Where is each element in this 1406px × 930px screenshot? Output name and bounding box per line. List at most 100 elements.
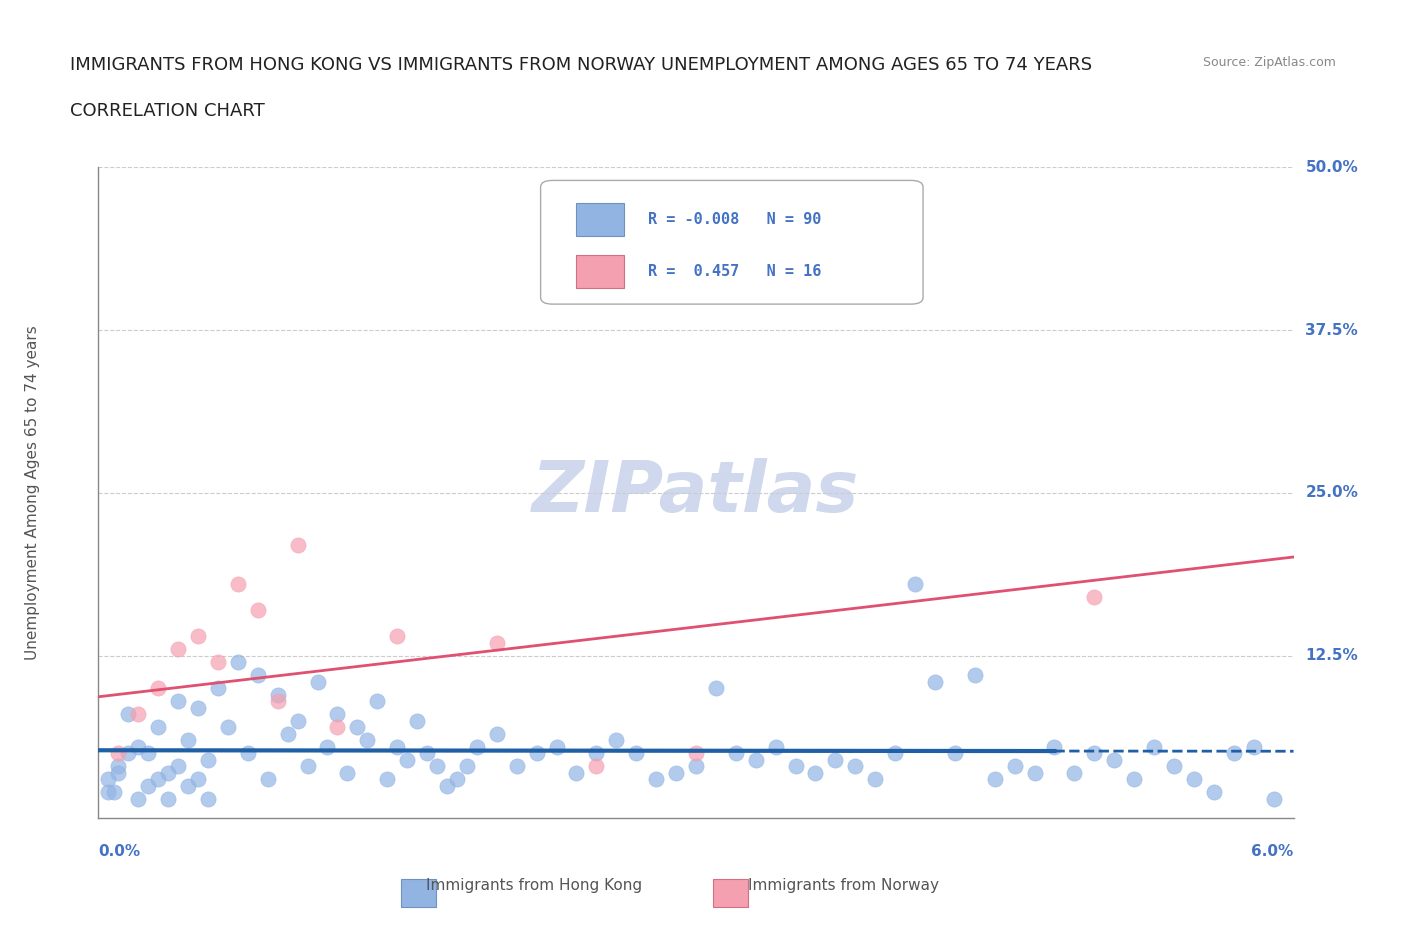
Immigrants from Hong Kong (1202, 785, 1225, 800)
Immigrants from Hong Kong (267, 687, 290, 702)
Immigrants from Hong Kong (167, 694, 190, 709)
Text: 6.0%: 6.0% (1251, 844, 1294, 859)
Immigrants from Hong Kong (366, 694, 388, 709)
Immigrants from Hong Kong (236, 746, 259, 761)
Immigrants from Hong Kong (157, 791, 180, 806)
Immigrants from Hong Kong (406, 713, 429, 728)
Immigrants from Hong Kong (316, 739, 339, 754)
Text: IMMIGRANTS FROM HONG KONG VS IMMIGRANTS FROM NORWAY UNEMPLOYMENT AMONG AGES 65 T: IMMIGRANTS FROM HONG KONG VS IMMIGRANTS … (70, 56, 1092, 73)
Immigrants from Hong Kong (197, 791, 219, 806)
Immigrants from Hong Kong (107, 759, 129, 774)
Text: 25.0%: 25.0% (1305, 485, 1358, 500)
Immigrants from Hong Kong (277, 726, 299, 741)
Immigrants from Hong Kong (436, 778, 458, 793)
Immigrants from Norway (127, 707, 149, 722)
Immigrants from Norway (385, 629, 409, 644)
Immigrants from Hong Kong (844, 759, 866, 774)
Immigrants from Norway (485, 635, 508, 650)
Immigrants from Hong Kong (346, 720, 368, 735)
Bar (713, 879, 748, 907)
Immigrants from Hong Kong (157, 765, 180, 780)
Bar (576, 255, 624, 288)
Immigrants from Norway (167, 642, 190, 657)
Immigrants from Hong Kong (565, 765, 588, 780)
Immigrants from Hong Kong (724, 746, 747, 761)
Immigrants from Hong Kong (785, 759, 807, 774)
Immigrants from Hong Kong (485, 726, 508, 741)
Immigrants from Hong Kong (904, 577, 927, 591)
Immigrants from Hong Kong (117, 707, 139, 722)
Immigrants from Hong Kong (605, 733, 627, 748)
Text: 12.5%: 12.5% (1305, 648, 1358, 663)
Text: ZIPatlas: ZIPatlas (533, 458, 859, 527)
Immigrants from Norway (326, 720, 349, 735)
Immigrants from Hong Kong (506, 759, 529, 774)
FancyBboxPatch shape (540, 180, 922, 304)
Immigrants from Hong Kong (97, 772, 120, 787)
Immigrants from Hong Kong (148, 772, 170, 787)
Immigrants from Norway (148, 681, 170, 696)
Text: Immigrants from Hong Kong: Immigrants from Hong Kong (426, 878, 643, 893)
Immigrants from Hong Kong (585, 746, 607, 761)
Immigrants from Hong Kong (167, 759, 190, 774)
Immigrants from Hong Kong (287, 713, 309, 728)
Immigrants from Hong Kong (465, 739, 488, 754)
Immigrants from Hong Kong (207, 681, 229, 696)
Immigrants from Hong Kong (983, 772, 1005, 787)
Bar (401, 879, 436, 907)
Immigrants from Hong Kong (546, 739, 568, 754)
Immigrants from Hong Kong (107, 765, 129, 780)
Immigrants from Hong Kong (1063, 765, 1085, 780)
Immigrants from Hong Kong (396, 752, 419, 767)
Immigrants from Norway (287, 538, 309, 552)
Immigrants from Hong Kong (1263, 791, 1285, 806)
Immigrants from Hong Kong (884, 746, 907, 761)
Immigrants from Hong Kong (526, 746, 548, 761)
Immigrants from Hong Kong (765, 739, 787, 754)
Immigrants from Norway (685, 746, 707, 761)
Immigrants from Hong Kong (416, 746, 439, 761)
Immigrants from Hong Kong (426, 759, 449, 774)
Immigrants from Hong Kong (385, 739, 409, 754)
Immigrants from Hong Kong (1024, 765, 1046, 780)
Immigrants from Hong Kong (136, 778, 159, 793)
Immigrants from Norway (226, 577, 249, 591)
Immigrants from Hong Kong (256, 772, 278, 787)
Immigrants from Norway (585, 759, 607, 774)
Text: Unemployment Among Ages 65 to 74 years: Unemployment Among Ages 65 to 74 years (25, 326, 41, 660)
Immigrants from Hong Kong (136, 746, 159, 761)
Immigrants from Hong Kong (297, 759, 319, 774)
Immigrants from Hong Kong (177, 778, 200, 793)
Immigrants from Hong Kong (246, 668, 269, 683)
Immigrants from Hong Kong (187, 700, 209, 715)
Immigrants from Hong Kong (1243, 739, 1265, 754)
Text: 37.5%: 37.5% (1305, 323, 1358, 338)
Immigrants from Hong Kong (943, 746, 966, 761)
Immigrants from Hong Kong (804, 765, 827, 780)
Immigrants from Hong Kong (624, 746, 647, 761)
Immigrants from Hong Kong (177, 733, 200, 748)
Immigrants from Hong Kong (704, 681, 727, 696)
Immigrants from Hong Kong (1182, 772, 1205, 787)
Immigrants from Hong Kong (307, 674, 329, 689)
Immigrants from Hong Kong (1222, 746, 1246, 761)
Immigrants from Hong Kong (1004, 759, 1026, 774)
Text: R = -0.008   N = 90: R = -0.008 N = 90 (648, 212, 821, 227)
Immigrants from Hong Kong (863, 772, 886, 787)
Immigrants from Hong Kong (1143, 739, 1166, 754)
Text: Source: ZipAtlas.com: Source: ZipAtlas.com (1202, 56, 1336, 69)
Immigrants from Norway (107, 746, 129, 761)
Text: R =  0.457   N = 16: R = 0.457 N = 16 (648, 264, 821, 279)
Immigrants from Hong Kong (127, 739, 149, 754)
Immigrants from Hong Kong (456, 759, 478, 774)
Immigrants from Hong Kong (187, 772, 209, 787)
Immigrants from Hong Kong (1123, 772, 1146, 787)
Immigrants from Hong Kong (1043, 739, 1066, 754)
Immigrants from Hong Kong (148, 720, 170, 735)
Immigrants from Hong Kong (924, 674, 946, 689)
Immigrants from Hong Kong (217, 720, 239, 735)
Immigrants from Hong Kong (97, 785, 120, 800)
Immigrants from Hong Kong (127, 791, 149, 806)
Immigrants from Hong Kong (1083, 746, 1105, 761)
Immigrants from Hong Kong (665, 765, 688, 780)
